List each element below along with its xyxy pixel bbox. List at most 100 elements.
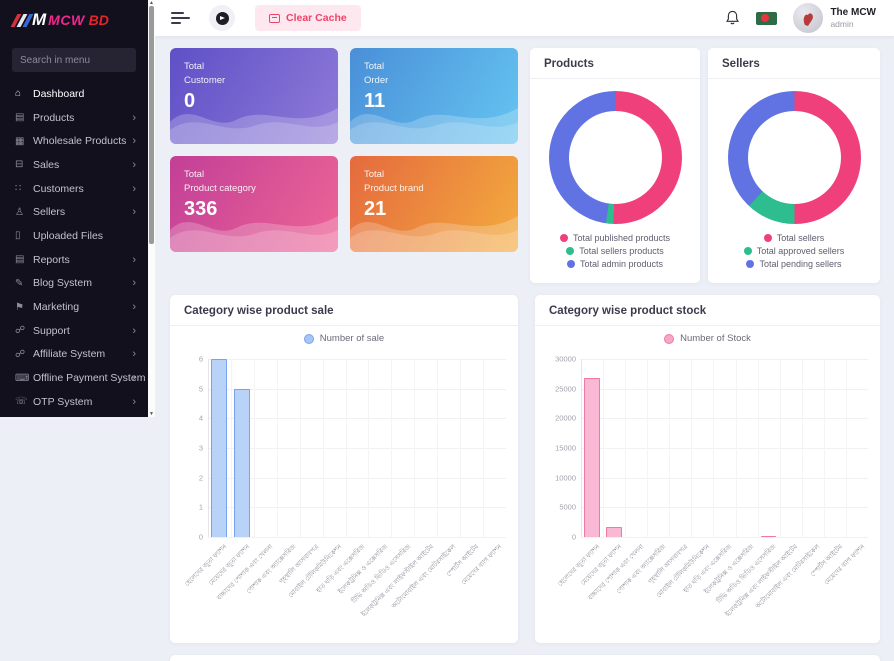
- stat-label-line2: Order: [364, 74, 389, 86]
- legend-item-total-sellers[interactable]: Total sellers: [763, 233, 824, 243]
- gridline: [581, 418, 868, 420]
- bar-[interactable]: [584, 378, 600, 537]
- gridline: [757, 359, 759, 537]
- scrollbar-up-arrow-icon[interactable]: ▲: [149, 0, 154, 6]
- gridline: [801, 359, 803, 537]
- bar-[interactable]: [760, 535, 777, 537]
- legend-item-total-published-products[interactable]: Total published products: [559, 233, 670, 243]
- sidebar-scrollbar-thumb[interactable]: [149, 6, 154, 244]
- gridline: [230, 359, 232, 537]
- stock-chart-legend[interactable]: Number of Stock: [535, 333, 880, 344]
- bar-[interactable]: [234, 388, 251, 537]
- sidebar-item-products[interactable]: ▤ Products ›: [0, 106, 148, 130]
- sidebar-scrollbar[interactable]: ▲ ▼: [148, 0, 155, 417]
- bar-[interactable]: [606, 526, 622, 537]
- chevron-right-icon: ›: [132, 111, 136, 124]
- legend-item-total-admin-products[interactable]: Total admin products: [566, 259, 664, 269]
- sidebar-item-label: Products: [33, 111, 75, 124]
- sidebar-item-reports[interactable]: ▤ Reports ›: [0, 248, 148, 272]
- gridline: [625, 359, 627, 537]
- bar-[interactable]: [211, 359, 228, 537]
- sidebar-item-label: Customers: [33, 182, 84, 195]
- gridline: [603, 359, 605, 537]
- sidebar-menu: ⌂ Dashboard ▤ Products › ▦ Wholesale Products ›…: [0, 82, 148, 414]
- sidebar-item-wholesale-products[interactable]: ▦ Wholesale Products ›: [0, 129, 148, 153]
- gridline: [581, 477, 868, 479]
- legend-dot-icon: [303, 333, 314, 344]
- sidebar-item-sales[interactable]: ⊟ Sales ›: [0, 153, 148, 177]
- gridline: [647, 359, 649, 537]
- bar-chart-sale[interactable]: 0 1 2 3 4 5 6 ছেলেদের জুতা ফ্যাশন মেয়েদের জুতা …: [184, 355, 506, 618]
- sidebar-item-otp-system[interactable]: ☏ OTP System ›: [0, 390, 148, 414]
- y-axis-tick-label: 0: [198, 532, 203, 542]
- y-axis-tick-label: 0: [571, 532, 576, 542]
- scrollbar-down-arrow-icon[interactable]: ▼: [149, 411, 154, 417]
- gridline: [581, 537, 868, 538]
- y-axis-tick-label: 25000: [555, 384, 576, 394]
- gridline: [391, 359, 393, 537]
- gridline: [368, 359, 370, 537]
- link-icon: ☍: [15, 325, 26, 337]
- site-preview-button[interactable]: [209, 5, 235, 31]
- legend-dot-icon: [566, 260, 575, 268]
- sidebar-item-marketing[interactable]: ⚑ Marketing ›: [0, 295, 148, 319]
- sidebar-item-offline-payment-system[interactable]: ⌨ Offline Payment System ›: [0, 366, 148, 390]
- sidebar-item-support[interactable]: ☍ Support ›: [0, 319, 148, 343]
- legend-dot-icon: [664, 333, 675, 344]
- legend-item-total-pending-sellers[interactable]: Total pending sellers: [746, 259, 842, 269]
- y-axis-tick-label: 30000: [555, 354, 576, 364]
- sidebar-item-blog-system[interactable]: ✎ Blog System ›: [0, 272, 148, 296]
- gridline: [322, 359, 324, 537]
- gridline: [735, 359, 737, 537]
- stat-label-line2: Customer: [184, 74, 226, 86]
- product-sale-chart-card: Category wise product sale Number of sal…: [170, 295, 518, 643]
- legend-label: Number of sale: [319, 333, 385, 344]
- bar-chart-stock[interactable]: 0 5000 10000 15000 20000 25000 30000 ছেলেদের জু…: [555, 355, 868, 618]
- stat-label-line1: Total: [364, 169, 385, 180]
- gridline: [414, 359, 416, 537]
- sidebar-item-uploaded-files[interactable]: ▯ Uploaded Files: [0, 224, 148, 248]
- y-axis-tick-label: 10000: [555, 473, 576, 483]
- clear-cache-button[interactable]: Clear Cache: [255, 5, 361, 31]
- sale-chart-legend[interactable]: Number of sale: [170, 333, 518, 344]
- card-title: Products: [530, 48, 700, 79]
- products-donut-chart[interactable]: [548, 91, 682, 224]
- stat-label-line1: Total: [184, 61, 205, 72]
- gridline: [669, 359, 671, 537]
- clear-cache-label: Clear Cache: [286, 12, 347, 24]
- chevron-right-icon: ›: [132, 324, 136, 337]
- notifications-bell-icon[interactable]: [725, 10, 740, 26]
- sidebar-item-customers[interactable]: ∷ Customers ›: [0, 177, 148, 201]
- sidebar-item-label: Sales: [33, 158, 60, 171]
- sidebar-item-affiliate-system[interactable]: ☍ Affiliate System ›: [0, 343, 148, 367]
- y-axis-line: [208, 359, 209, 537]
- app-logo[interactable]: M MCW BD: [0, 0, 148, 40]
- legend-item-total-approved-sellers[interactable]: Total approved sellers: [743, 246, 844, 256]
- legend-label: Total admin products: [579, 259, 664, 269]
- y-axis-tick-label: 5: [198, 384, 203, 394]
- sidebar-item-label: Blog System: [33, 277, 92, 290]
- gridline: [208, 359, 506, 360]
- legend-dot-icon: [743, 247, 752, 255]
- stat-value: 11: [364, 89, 386, 112]
- y-axis-line: [581, 359, 582, 537]
- sidebar-item-sellers[interactable]: ♙ Sellers ›: [0, 200, 148, 224]
- legend-dot-icon: [763, 234, 772, 242]
- chevron-right-icon: ›: [132, 158, 136, 171]
- user-menu[interactable]: The MCW admin: [793, 3, 876, 33]
- card-title: Category wise product sale: [170, 295, 518, 326]
- legend-item-total-sellers-products[interactable]: Total sellers products: [566, 246, 664, 256]
- legend-dot-icon: [559, 234, 568, 242]
- bangladesh-flag-icon[interactable]: [756, 11, 778, 25]
- hamburger-menu-icon[interactable]: [171, 9, 191, 27]
- gridline: [823, 359, 825, 537]
- sidebar-item-label: Wholesale Products: [33, 135, 127, 148]
- legend-dot-icon: [746, 260, 755, 268]
- sidebar-search-input[interactable]: [12, 48, 136, 72]
- boxes-icon: ▦: [15, 135, 25, 147]
- y-axis-tick-label: 6: [198, 354, 203, 364]
- gridline: [208, 448, 506, 449]
- sellers-donut-chart[interactable]: [727, 91, 861, 224]
- sidebar-item-dashboard[interactable]: ⌂ Dashboard: [0, 82, 148, 106]
- sidebar-item-label: Reports: [33, 253, 70, 266]
